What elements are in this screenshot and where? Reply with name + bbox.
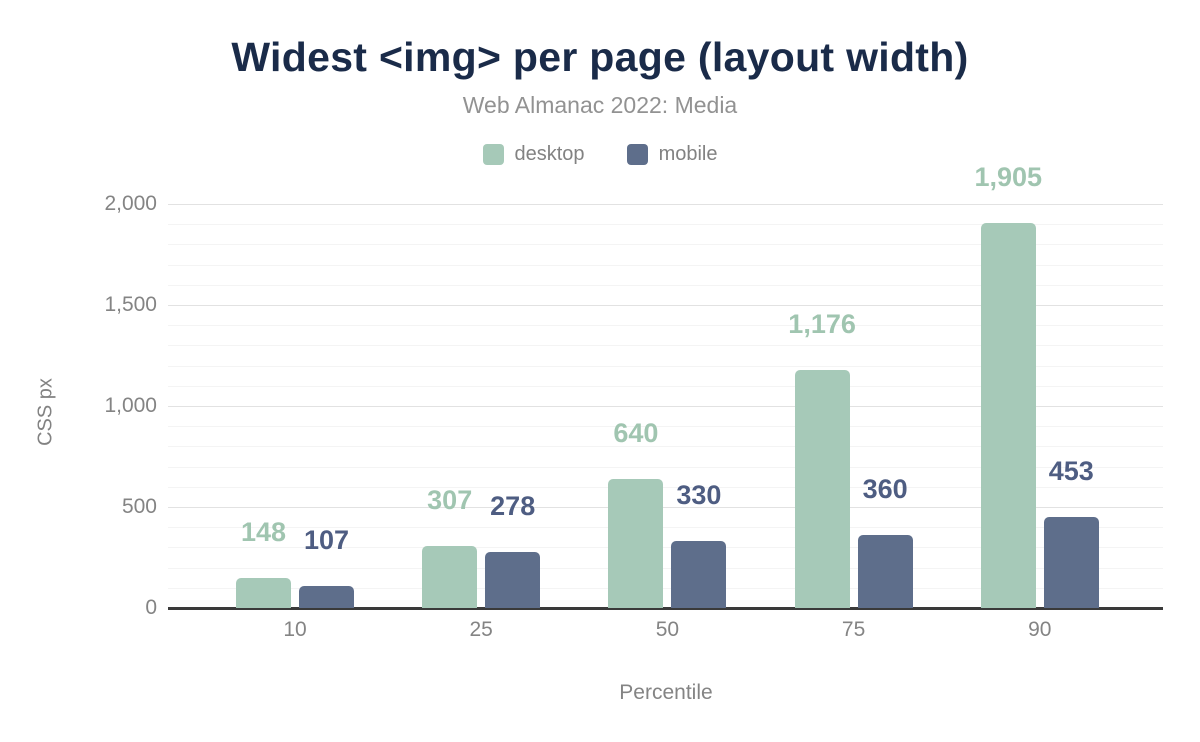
bar-value-desktop-p90: 1,905 bbox=[974, 162, 1043, 193]
bar-mobile-p50[interactable] bbox=[671, 541, 727, 608]
bar-mobile-p10[interactable] bbox=[299, 586, 354, 608]
gridline-minor-300 bbox=[168, 547, 1163, 549]
bar-value-mobile-p75: 360 bbox=[862, 474, 908, 505]
gridline-major-1500 bbox=[168, 305, 1163, 306]
gridline-minor-1700 bbox=[168, 264, 1163, 266]
bar-mobile-p90[interactable] bbox=[1043, 516, 1099, 608]
bar-mobile-p25[interactable] bbox=[485, 551, 541, 608]
bar-desktop-p25[interactable] bbox=[422, 546, 478, 608]
gridline-major-500 bbox=[168, 507, 1163, 508]
gridline-minor-1200 bbox=[168, 365, 1163, 367]
bar-value-mobile-p90: 453 bbox=[1048, 455, 1094, 486]
legend-swatch-mobile bbox=[626, 144, 648, 165]
bar-value-desktop-p25: 307 bbox=[427, 485, 473, 515]
gridline-minor-700 bbox=[168, 466, 1163, 468]
gridline-minor-200 bbox=[168, 567, 1163, 569]
legend-swatch-desktop bbox=[482, 144, 504, 165]
bar-mobile-p75[interactable] bbox=[857, 535, 913, 608]
bar-value-mobile-p50: 330 bbox=[676, 480, 722, 511]
x-tick-label-90: 90 bbox=[1028, 618, 1052, 641]
gridline-minor-1900 bbox=[168, 224, 1163, 226]
legend-item-desktop[interactable]: desktop bbox=[482, 143, 585, 166]
x-tick-label-50: 50 bbox=[655, 618, 680, 641]
legend: desktop mobile bbox=[0, 143, 1200, 166]
gridline-minor-400 bbox=[168, 527, 1163, 529]
legend-item-mobile[interactable]: mobile bbox=[626, 143, 718, 166]
legend-label-mobile: mobile bbox=[658, 143, 718, 165]
gridline-minor-100 bbox=[168, 587, 1163, 589]
gridline-minor-1800 bbox=[168, 244, 1163, 246]
gridline-major-2000 bbox=[168, 204, 1163, 205]
gridline-minor-1600 bbox=[168, 284, 1163, 286]
gridline-minor-1400 bbox=[168, 325, 1163, 327]
gridline-minor-800 bbox=[168, 446, 1163, 448]
x-tick-label-75: 75 bbox=[841, 618, 866, 641]
y-tick-label-0: 0 bbox=[145, 596, 157, 619]
bar-value-mobile-p25: 278 bbox=[490, 490, 536, 521]
y-tick-label-1500: 1,500 bbox=[104, 293, 157, 316]
bar-value-mobile-p10: 107 bbox=[303, 525, 350, 556]
y-axis-title: CSS px bbox=[34, 378, 57, 446]
y-tick-label-2000: 2,000 bbox=[104, 192, 157, 215]
gridline-minor-600 bbox=[168, 486, 1163, 488]
bar-desktop-p50[interactable] bbox=[608, 478, 664, 608]
y-tick-label-1000: 1,000 bbox=[104, 394, 157, 417]
x-axis-line bbox=[168, 607, 1163, 610]
gridline-major-1000 bbox=[168, 406, 1163, 407]
chart-title: Widest <img> per page (layout width) bbox=[231, 34, 969, 80]
bar-desktop-p75[interactable] bbox=[794, 370, 850, 608]
bar-desktop-p90[interactable] bbox=[980, 223, 1036, 608]
legend-label-desktop: desktop bbox=[514, 143, 585, 165]
gridline-minor-1100 bbox=[168, 385, 1163, 387]
x-axis-title: Percentile bbox=[619, 681, 713, 704]
chart-subtitle: Web Almanac 2022: Media bbox=[462, 92, 738, 118]
gridline-minor-1300 bbox=[168, 345, 1163, 347]
bar-value-desktop-p75: 1,176 bbox=[788, 309, 856, 340]
bar-value-desktop-p10: 148 bbox=[240, 517, 287, 548]
bar-desktop-p10[interactable] bbox=[236, 578, 291, 608]
y-tick-label-500: 500 bbox=[121, 495, 157, 518]
gridline-minor-900 bbox=[168, 426, 1163, 428]
bar-value-desktop-p50: 640 bbox=[613, 417, 659, 448]
x-tick-label-25: 25 bbox=[469, 618, 493, 641]
x-tick-label-10: 10 bbox=[283, 618, 307, 641]
